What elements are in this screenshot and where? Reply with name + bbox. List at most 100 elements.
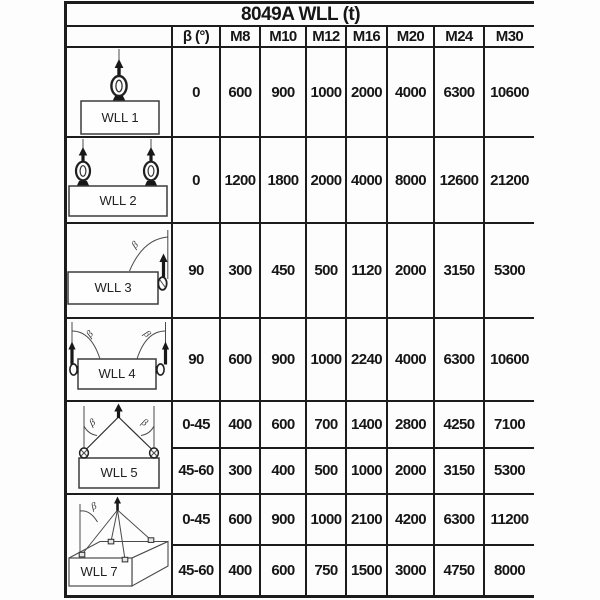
wll4-m8: 600 <box>221 319 261 400</box>
header-m8: M8 <box>221 27 261 46</box>
wll2-m16: 4000 <box>347 138 388 222</box>
table-row: 0-45 400 600 700 1400 2800 4250 7100 <box>173 402 534 449</box>
up-arrow-icon <box>114 403 123 418</box>
wll5-m20-2: 2000 <box>388 448 435 493</box>
header-diagram-spacer <box>67 27 173 46</box>
diagram-label-wll2: WLL 2 <box>99 193 136 208</box>
table-row: 0 1200 1800 2000 4000 8000 12600 21200 <box>173 138 534 222</box>
header-row: β (°) M8 M10 M12 M16 M20 M24 M30 <box>67 27 534 48</box>
wll2-m20: 8000 <box>388 138 435 222</box>
diagram-wll2: WLL 2 <box>67 138 173 222</box>
wll7-m30-1: 11200 <box>490 511 529 528</box>
header-m12: M12 <box>307 27 347 46</box>
wll3-m20: 2000 <box>388 224 435 317</box>
lifting-ring-icon <box>74 160 160 186</box>
diagram-wll1: WLL 1 <box>67 48 173 136</box>
wll2-m10: 1800 <box>261 138 307 222</box>
wll3-beta: 90 <box>173 224 221 317</box>
diagram-label-wll5: WLL 5 <box>100 465 137 480</box>
wll7-m20-1: 4200 <box>388 495 435 544</box>
up-arrow-icon <box>68 341 170 365</box>
header-m16: M16 <box>347 27 388 46</box>
wll7-m8-2: 400 <box>221 546 261 595</box>
load-box-3d <box>68 540 169 587</box>
table-row: 0-45 600 900 1000 2100 4200 6300 11200 <box>173 495 534 546</box>
wll4-m12: 1000 <box>307 319 347 400</box>
table-row: 90 300 450 500 1120 2000 3150 5300 <box>173 224 534 317</box>
load-box <box>78 457 160 489</box>
wll7-m24-2: 4750 <box>435 546 485 595</box>
wll5-m10-2: 400 <box>261 448 307 493</box>
beta-symbol: β <box>138 416 149 428</box>
wll4-m30: 10600 <box>490 351 529 368</box>
wll3-m10: 450 <box>261 224 307 317</box>
wll7-m10-1: 900 <box>261 495 307 544</box>
beta-angle-arc <box>140 425 155 436</box>
wll5-beta-1: 0-45 <box>173 402 221 447</box>
beta-angle-arc <box>79 510 98 523</box>
lifting-ring-icon <box>110 74 128 101</box>
diagram-wll3: WLL 3 β <box>67 224 173 317</box>
wll7-m20-2: 3000 <box>388 546 435 595</box>
header-m10: M10 <box>261 27 307 46</box>
header-beta: β (°) <box>173 27 221 46</box>
wll1-m10: 900 <box>261 48 307 136</box>
wll4-beta: 90 <box>173 319 221 400</box>
table-row: 90 600 900 1000 2240 4000 6300 10600 <box>173 319 534 400</box>
load-box <box>80 100 160 135</box>
wll3-m30: 5300 <box>494 262 526 279</box>
table-title: 8049A WLL (t) <box>67 4 534 27</box>
wll5-m12-1: 700 <box>307 402 347 447</box>
header-m24: M24 <box>435 27 485 46</box>
wll7-m10-2: 600 <box>261 546 307 595</box>
wll4-m10: 900 <box>261 319 307 400</box>
table-row: 45-60 400 600 750 1500 3000 4750 8000 <box>173 546 534 595</box>
beta-angle-arc <box>136 330 166 360</box>
wll5-m30-2: 5300 <box>494 462 526 480</box>
diagram-wll7: WLL 7 <box>67 495 173 595</box>
wll5-m20-1: 2800 <box>388 402 435 447</box>
lifting-ring-icon <box>78 537 155 563</box>
sling-legs <box>85 416 153 450</box>
up-arrow-icon <box>114 496 121 511</box>
load-box <box>67 271 159 305</box>
diagram-label-wll7: WLL 7 <box>80 564 117 579</box>
wll7-m24-1: 6300 <box>435 495 485 544</box>
beta-angle-arc <box>83 425 98 436</box>
beta-symbol: β <box>87 417 98 429</box>
wll2-m12: 2000 <box>307 138 347 222</box>
wll3-m8: 300 <box>221 224 261 317</box>
diagram-wll5: WLL 5 <box>67 402 173 493</box>
wll5-m16-2: 1000 <box>347 448 388 493</box>
wll-table: 8049A WLL (t) β (°) M8 M10 M12 M16 M20 M… <box>64 1 534 598</box>
wll5-m30-1: 7100 <box>494 415 526 433</box>
diagram-label-wll3: WLL 3 <box>94 280 131 295</box>
wll2-m8: 1200 <box>221 138 261 222</box>
diagram-wll4: WLL 4 <box>67 319 173 400</box>
row-wll3: WLL 3 β 90 <box>67 224 534 319</box>
wll7-m16-2: 1500 <box>347 546 388 595</box>
beta-angle-arc <box>129 236 168 272</box>
wll7-beta-1: 0-45 <box>173 495 221 544</box>
row-wll7: WLL 7 <box>67 495 534 595</box>
vertical-reference-line <box>71 322 166 364</box>
wll7-m16-1: 2100 <box>347 495 388 544</box>
wll7-m12-2: 750 <box>307 546 347 595</box>
wll2-m30: 21200 <box>490 171 529 189</box>
wll7-beta-2: 45-60 <box>173 546 221 595</box>
table-row: 0 600 900 1000 2000 4000 6300 10600 <box>173 48 534 136</box>
row-wll2: WLL 2 0 1200 1800 2000 4000 8000 12600 2… <box>67 138 534 224</box>
load-box <box>77 358 157 390</box>
wll5-m8-1: 400 <box>221 402 261 447</box>
wll7-m8-1: 600 <box>221 495 261 544</box>
wll5-beta-2: 45-60 <box>173 448 221 493</box>
wll3-m24: 3150 <box>435 224 485 317</box>
beta-angle-arc <box>71 330 101 360</box>
wll1-m8: 600 <box>221 48 261 136</box>
wll1-m24: 6300 <box>435 48 485 136</box>
wll5-m24-2: 3150 <box>435 448 485 493</box>
wll4-m20: 4000 <box>388 319 435 400</box>
row-wll1: WLL 1 0 600 900 1000 2000 4000 6300 1060… <box>67 48 534 138</box>
header-m20: M20 <box>388 27 435 46</box>
beta-symbol: β <box>84 329 96 341</box>
